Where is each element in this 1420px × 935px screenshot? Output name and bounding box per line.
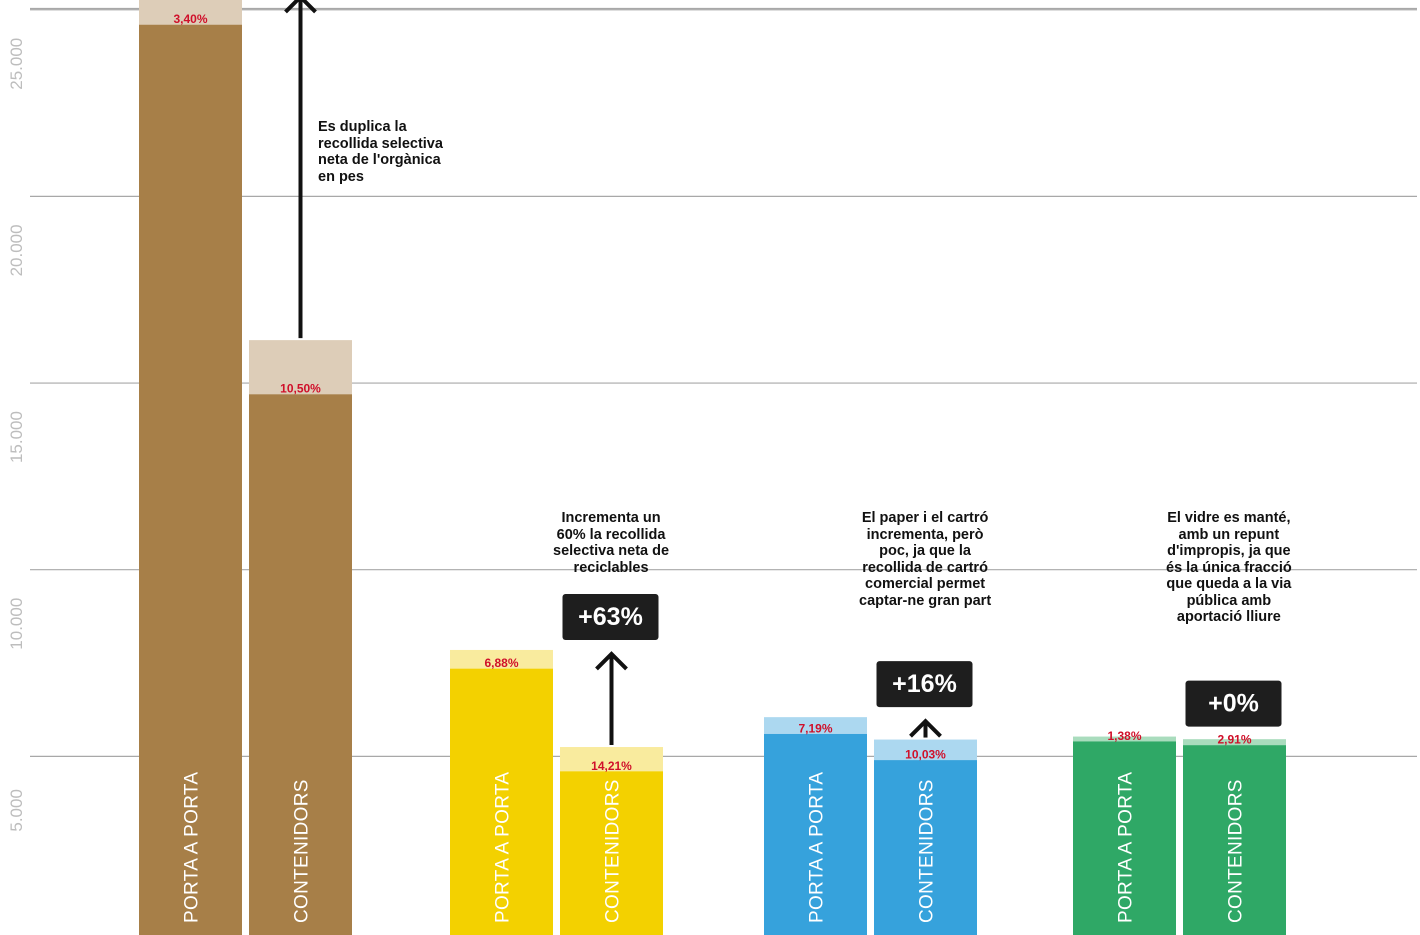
bar-category-label: CONTENIDORS [1226, 779, 1247, 923]
improper-percentage-label: 10,03% [905, 748, 946, 762]
bar-category-label: PORTA A PORTA [493, 772, 514, 923]
change-badge-text: +63% [578, 603, 643, 631]
y-tick-label: 25.000 [7, 38, 26, 90]
improper-percentage-label: 14,21% [591, 759, 632, 773]
annotation-note: Es duplica la recollida selectiva neta d… [318, 119, 443, 185]
bar-category-label: PORTA A PORTA [807, 772, 828, 923]
annotation-note: El vidre es manté, amb un repunt d'impro… [1166, 510, 1292, 626]
change-badge-text: +0% [1208, 690, 1259, 718]
improper-percentage-label: 3,40% [173, 12, 207, 26]
y-tick-label: 20.000 [7, 224, 26, 276]
improper-percentage-label: 7,19% [798, 721, 832, 735]
improper-percentage-label: 6,88% [484, 656, 518, 670]
improper-percentage-label: 2,91% [1217, 733, 1251, 747]
change-badge-text: +16% [892, 670, 957, 698]
bar-category-label: PORTA A PORTA [1116, 772, 1137, 923]
bar-category-label: PORTA A PORTA [182, 772, 203, 923]
improper-percentage-label: 1,38% [1107, 729, 1141, 743]
y-tick-label: 15.000 [7, 411, 26, 463]
annotation-note: Incrementa un 60% la recollida selectiva… [553, 510, 669, 576]
annotation-note: El paper i el cartró incrementa, però po… [859, 510, 991, 609]
bar-category-label: CONTENIDORS [917, 779, 938, 923]
bar-category-label: CONTENIDORS [603, 779, 624, 923]
improper-percentage-label: 10,50% [280, 382, 321, 396]
y-tick-label: 5.000 [7, 789, 26, 832]
y-tick-label: 10.000 [7, 598, 26, 650]
bar-category-label: CONTENIDORS [292, 779, 313, 923]
